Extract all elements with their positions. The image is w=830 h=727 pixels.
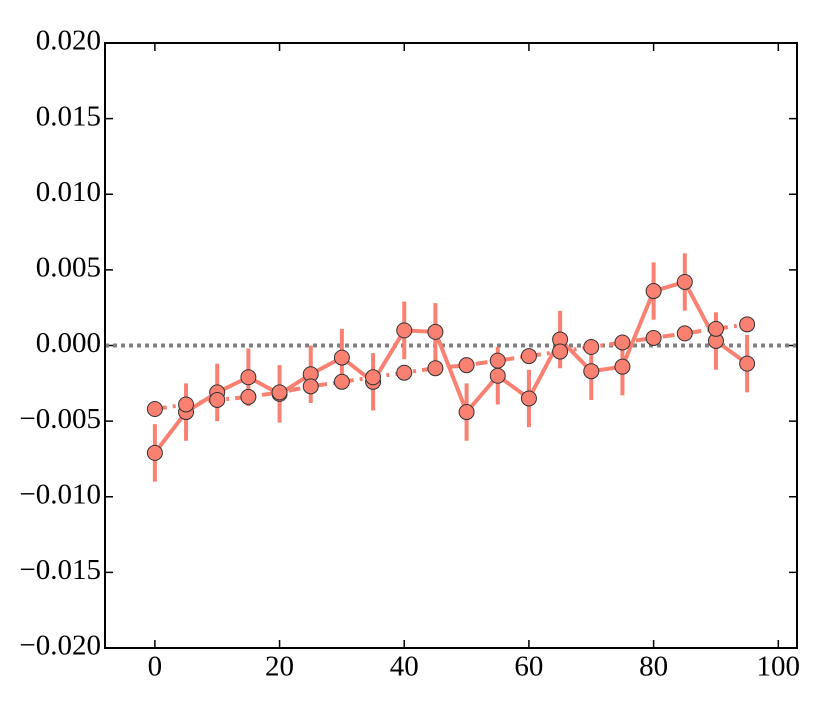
point xyxy=(739,316,756,333)
point xyxy=(614,334,631,351)
point xyxy=(427,323,444,340)
point xyxy=(146,401,163,418)
point xyxy=(520,390,537,407)
x-tick-label: 100 xyxy=(757,651,801,683)
point xyxy=(583,339,600,356)
x-tick-label: 40 xyxy=(390,651,419,683)
point xyxy=(458,357,475,374)
x-tick-label: 0 xyxy=(148,651,163,683)
y-tick-label: −0.005 xyxy=(19,403,101,435)
point xyxy=(427,360,444,377)
point xyxy=(146,444,163,461)
y-tick-label: −0.010 xyxy=(19,478,101,510)
point xyxy=(240,369,257,386)
y-tick-label: −0.015 xyxy=(19,554,101,586)
point xyxy=(489,367,506,384)
x-tick-label: 80 xyxy=(639,651,668,683)
point xyxy=(271,384,288,401)
point xyxy=(552,343,569,360)
point xyxy=(396,364,413,381)
y-tick-label: 0.020 xyxy=(36,25,101,57)
point xyxy=(676,325,693,342)
point xyxy=(583,363,600,380)
x-tick-label: 60 xyxy=(514,651,543,683)
point xyxy=(209,391,226,408)
point xyxy=(240,388,257,405)
point xyxy=(178,396,195,413)
point xyxy=(458,404,475,421)
y-tick-label: 0.015 xyxy=(36,100,101,132)
x-tick-label: 20 xyxy=(265,651,294,683)
point xyxy=(645,283,662,300)
point xyxy=(739,355,756,372)
point xyxy=(302,378,319,395)
plot-frame xyxy=(104,42,798,649)
point xyxy=(707,320,724,337)
point xyxy=(614,358,631,375)
point xyxy=(676,273,693,290)
point xyxy=(489,352,506,369)
y-tick-label: −0.020 xyxy=(19,630,101,662)
y-tick-label: 0.010 xyxy=(36,176,101,208)
y-tick-label: 0.000 xyxy=(36,327,101,359)
point xyxy=(520,348,537,365)
point xyxy=(333,373,350,390)
y-tick-label: 0.005 xyxy=(36,252,101,284)
point xyxy=(396,322,413,339)
point xyxy=(333,349,350,366)
point xyxy=(365,369,382,386)
point xyxy=(645,329,662,346)
